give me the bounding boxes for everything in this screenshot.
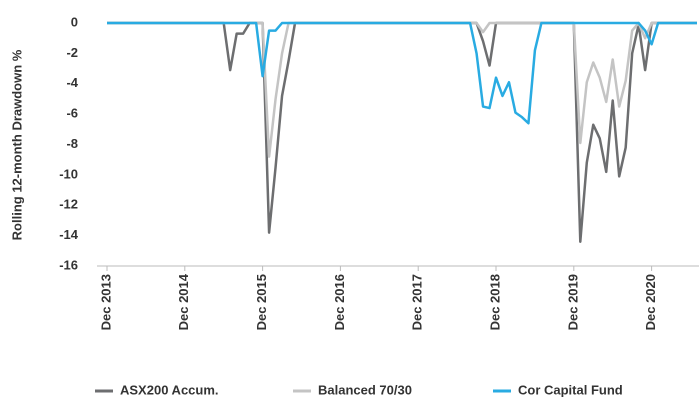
- y-tick-label: -16: [59, 257, 78, 272]
- series-line: [107, 21, 697, 243]
- legend-label: Balanced 70/30: [318, 382, 412, 397]
- y-tick-label: 0: [71, 14, 78, 29]
- legend-label: Cor Capital Fund: [518, 382, 623, 397]
- x-tick-label: Dec 2015: [254, 274, 269, 330]
- legend-label: ASX200 Accum.: [120, 382, 219, 397]
- x-tick-label: Dec 2019: [565, 274, 580, 330]
- y-tick-label: -8: [66, 136, 78, 151]
- x-tick-label: Dec 2014: [176, 273, 191, 330]
- y-axis-title: Rolling 12-month Drawdown %: [9, 49, 24, 240]
- x-tick-label: Dec 2018: [487, 274, 502, 330]
- series-line: [107, 21, 697, 125]
- y-tick-label: -6: [66, 106, 78, 121]
- x-tick-label: Dec 2013: [98, 274, 113, 330]
- y-tick-label: -2: [66, 45, 78, 60]
- y-tick-label: -12: [59, 197, 78, 212]
- x-tick-label: Dec 2016: [332, 274, 347, 330]
- y-tick-label: -10: [59, 166, 78, 181]
- x-tick-label: Dec 2017: [410, 274, 425, 330]
- x-tick-label: Dec 2020: [643, 274, 658, 330]
- y-tick-label: -4: [66, 75, 78, 90]
- y-tick-label: -14: [59, 227, 79, 242]
